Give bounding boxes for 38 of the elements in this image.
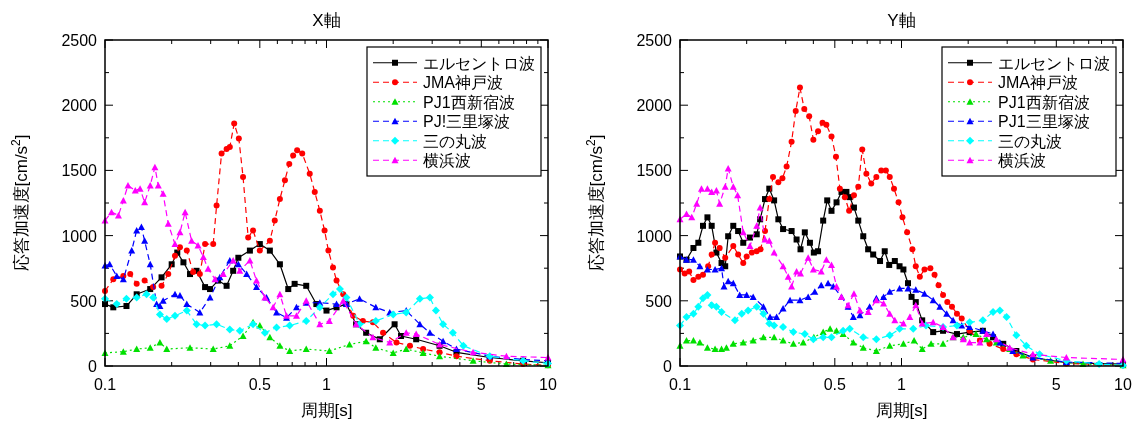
y-tick-label: 1000 bbox=[61, 227, 98, 245]
x-tick-label: 0.1 bbox=[93, 376, 117, 393]
y-tick-label: 2000 bbox=[61, 97, 98, 115]
legend-label: JMA神戸波 bbox=[998, 74, 1078, 92]
x-tick-label: 0.1 bbox=[668, 376, 692, 393]
legend-label: エルセントロ波 bbox=[423, 54, 535, 72]
y-tick-label: 1500 bbox=[636, 162, 673, 180]
y-tick-label: 500 bbox=[70, 292, 98, 310]
legend-label: 横浜波 bbox=[998, 152, 1046, 170]
x-tick-label: 10 bbox=[1114, 376, 1132, 393]
x-tick-label: 1 bbox=[897, 376, 907, 393]
legend-label: 横浜波 bbox=[423, 152, 471, 170]
x-tick-label: 0.5 bbox=[248, 376, 272, 393]
y-tick-label: 2500 bbox=[61, 32, 98, 49]
legend-label: PJ1三里塚波 bbox=[998, 113, 1090, 131]
x-axis-title: 周期[s] bbox=[300, 401, 353, 420]
x-tick-label: 5 bbox=[1051, 376, 1061, 393]
x-tick-label: 5 bbox=[476, 376, 486, 393]
legend-label: PJ1西新宿波 bbox=[998, 93, 1090, 111]
y-tick-label: 2000 bbox=[636, 97, 673, 115]
x-tick-label: 10 bbox=[539, 376, 557, 393]
legend-label: PJ!三里塚波 bbox=[423, 113, 511, 131]
y-tick-label: 0 bbox=[88, 358, 98, 375]
chart-title: Y軸 bbox=[887, 11, 916, 30]
legend-label: PJ1西新宿波 bbox=[423, 93, 515, 111]
legend-label: 三の丸波 bbox=[998, 132, 1062, 150]
y-tick-label: 2500 bbox=[636, 32, 673, 49]
legend-label: JMA神戸波 bbox=[423, 74, 503, 92]
y-tick-label: 500 bbox=[645, 292, 673, 310]
x-tick-label: 1 bbox=[322, 376, 332, 393]
x-tick-label: 0.5 bbox=[823, 376, 847, 393]
y-tick-label: 1500 bbox=[61, 162, 98, 180]
chart-title: X軸 bbox=[312, 11, 341, 30]
y-tick-label: 0 bbox=[663, 358, 673, 375]
legend-label: エルセントロ波 bbox=[998, 54, 1110, 72]
y-tick-label: 1000 bbox=[636, 227, 673, 245]
x-axis-title: 周期[s] bbox=[875, 401, 928, 420]
legend-label: 三の丸波 bbox=[423, 132, 487, 150]
